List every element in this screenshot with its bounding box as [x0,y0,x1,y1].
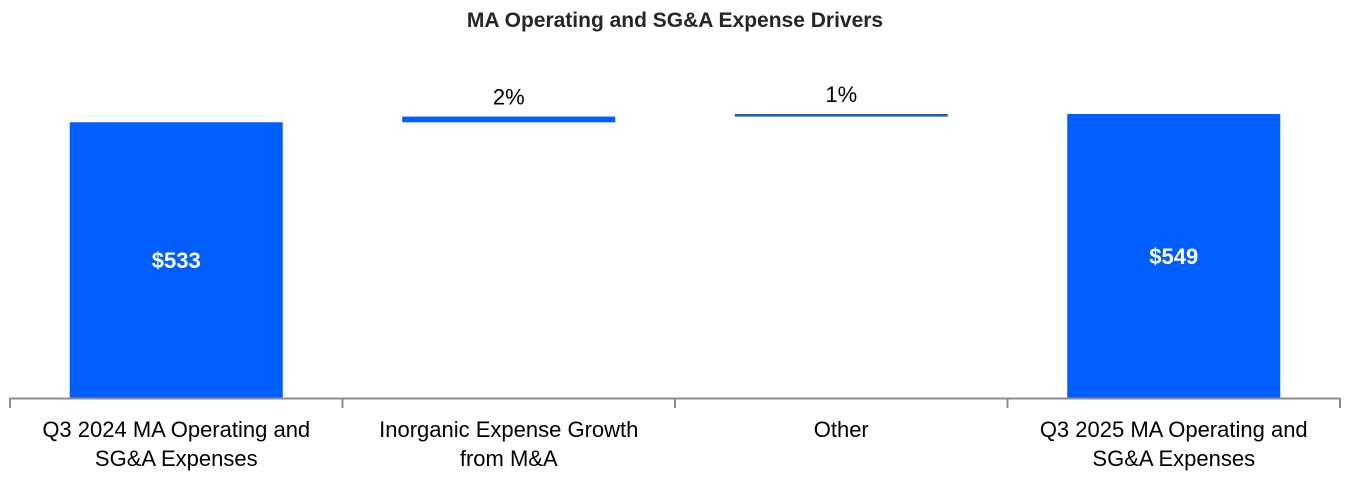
x-axis [9,397,1341,408]
delta-percent-label: 2% [493,85,525,110]
category-labels: Q3 2024 MA Operating and SG&A Expenses Ino… [42,417,1307,471]
x-tick-label: Q3 2025 MA Operating and SG&A Expenses [1040,417,1308,471]
bar-value-label: $549 [1149,244,1198,269]
chart-title: MA Operating and SG&A Expense Drivers [467,9,883,32]
total-bar [69,122,283,399]
delta-percent-label: 1% [825,82,857,107]
bar-value-label: $533 [152,248,201,273]
total-bar [1067,114,1281,398]
x-tick-label: Inorganic Expense Growth from M&A [379,417,638,471]
x-tick-label: Q3 2024 MA Operating and SG&A Expenses [42,417,310,471]
x-tick-label: Other [814,417,869,442]
delta-bar [734,114,948,117]
delta-bar [402,116,616,123]
bars-layer: $533 2% 1% $549 [69,82,1281,399]
